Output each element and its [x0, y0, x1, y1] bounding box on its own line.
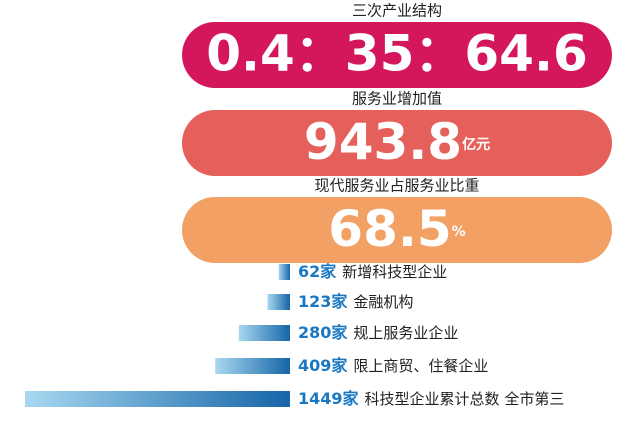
value: 943.8 [304, 113, 462, 171]
bar [25, 391, 290, 407]
category: 限上商贸、住餐企业 [353, 357, 488, 375]
panel-value: 0.4：35：64.6 [206, 25, 588, 83]
panel-title: 现代服务业占服务业比重 [314, 177, 479, 195]
panel-value: 68.5% [328, 200, 465, 258]
bar [238, 325, 290, 341]
value-label: 409家 [298, 356, 348, 375]
value-label: 123家 [298, 292, 348, 311]
value: 68.5 [328, 200, 451, 258]
category: 科技型企业累计总数 全市第三 [365, 390, 565, 408]
value-label: 280家 [298, 323, 348, 342]
bar-label: 280家 规上服务业企业 [298, 323, 458, 342]
bar [267, 294, 290, 310]
bar [278, 264, 290, 280]
pill [182, 197, 612, 263]
bar-label: 123家 金融机构 [298, 292, 413, 311]
pill [182, 22, 612, 88]
value-label: 62家 [298, 262, 337, 281]
unit: 亿元 [462, 136, 490, 153]
value-label: 1449家 [298, 389, 360, 408]
category: 新增科技型企业 [342, 263, 447, 281]
category: 规上服务业企业 [353, 324, 458, 342]
bar [215, 358, 290, 374]
pill [182, 110, 612, 176]
panel-value: 943.8亿元 [304, 113, 490, 171]
unit: % [452, 224, 466, 240]
category: 金融机构 [353, 293, 413, 311]
panel-title: 服务业增加值 [352, 90, 442, 108]
bar-label: 1449家 科技型企业累计总数 全市第三 [298, 389, 564, 408]
panel-title: 三次产业结构 [352, 2, 442, 20]
bar-label: 62家 新增科技型企业 [298, 262, 447, 281]
bar-label: 409家 限上商贸、住餐企业 [298, 356, 488, 375]
